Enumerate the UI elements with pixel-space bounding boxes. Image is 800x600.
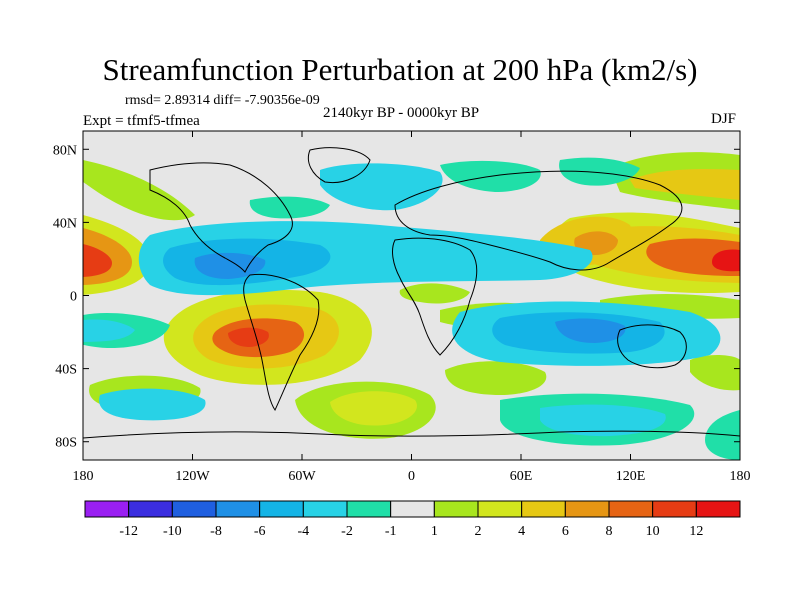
- colorbar-swatch: [433, 500, 479, 518]
- north-pacific-low: [559, 157, 640, 186]
- x-tick-label: 180: [73, 469, 94, 484]
- y-tick-label: 0: [70, 290, 77, 305]
- south-america-high-peak: [228, 327, 269, 347]
- stats-text: rmsd= 2.89314 diff= -7.90356e-09: [125, 93, 320, 108]
- x-tick-label: 180: [730, 469, 751, 484]
- period-label: 2140kyr BP - 0000kyr BP: [323, 105, 480, 121]
- colorbar-label: -12: [119, 524, 138, 539]
- colorbar-label: -8: [210, 524, 222, 539]
- x-tick-label: 60E: [510, 469, 533, 484]
- y-axis: 80N 40N 0 40S 80S: [53, 143, 740, 451]
- colorbar-label: -2: [341, 524, 353, 539]
- southern-ocean-low-core: [540, 404, 666, 437]
- colorbar-swatch: [695, 500, 741, 518]
- colorbar-swatch: [171, 500, 217, 518]
- antarctica-coast: [83, 430, 740, 439]
- north-america-coast: [149, 162, 293, 273]
- south-atlantic-high-core: [330, 391, 417, 426]
- y-tick-label: 40N: [53, 216, 77, 231]
- africa-coast: [392, 237, 478, 356]
- colorbar-swatch: [302, 500, 348, 518]
- experiment-label: Expt = tfmf5-tfmea: [83, 113, 200, 129]
- subtropical-south-band: [83, 319, 135, 342]
- atlantic-low-core: [194, 252, 266, 279]
- indian-ocean-band: [399, 283, 470, 304]
- colorbar-swatch: [390, 500, 435, 518]
- colorbar-swatch: [128, 500, 173, 518]
- colorbar-swatch: [84, 500, 130, 518]
- contour-field: [83, 131, 740, 460]
- x-tick-label: 120W: [175, 469, 210, 484]
- colorbar-label: -6: [254, 524, 266, 539]
- colorbar-swatch: [215, 500, 261, 518]
- x-axis: 180 120W 60W 0 60E 120E 180: [73, 131, 751, 484]
- australia-coast: [617, 324, 687, 369]
- north-pacific-jet: [83, 160, 195, 221]
- colorbar-swatch: [564, 500, 610, 518]
- colorbar-swatch: [521, 500, 566, 518]
- y-tick-label: 80S: [55, 436, 77, 451]
- colorbar-swatch: [608, 500, 654, 518]
- west-pacific-high-peak: [712, 249, 740, 272]
- positive-anomalies: [83, 152, 740, 439]
- x-tick-label: 60W: [288, 469, 316, 484]
- greenland-coast: [307, 147, 371, 184]
- arctic-low: [320, 163, 443, 211]
- colorbar: -12 -10 -8 -6 -4 -2 -1 1 2 4 6 8 10 12: [84, 500, 741, 539]
- colorbar-swatch: [652, 500, 697, 518]
- colorbar-label: 2: [475, 524, 482, 539]
- colorbar-label: 12: [689, 524, 703, 539]
- indian-ocean-low-peak: [555, 318, 626, 343]
- northwest-pacific-core: [630, 169, 740, 200]
- colorbar-label: 1: [431, 524, 438, 539]
- colorbar-label: 6: [562, 524, 569, 539]
- southwest-pacific-high: [690, 355, 740, 391]
- south-indian-ocean-high: [445, 361, 547, 395]
- tropical-pacific-low: [249, 196, 330, 219]
- y-tick-label: 80N: [53, 143, 77, 158]
- colorbar-label: -4: [297, 524, 309, 539]
- colorbar-swatch: [346, 500, 392, 518]
- colorbar-label: 10: [646, 524, 660, 539]
- colorbar-swatch: [477, 500, 523, 518]
- x-tick-label: 120E: [616, 469, 646, 484]
- coastlines: [83, 147, 740, 439]
- colorbar-label: -1: [385, 524, 397, 539]
- eurasia-coast: [394, 170, 683, 271]
- colorbar-label: 8: [606, 524, 613, 539]
- colorbar-label: -10: [163, 524, 182, 539]
- colorbar-label: 4: [518, 524, 525, 539]
- south-pacific-low: [99, 388, 206, 421]
- southeast-pacific-low: [705, 410, 740, 460]
- chart-title: Streamfunction Perturbation at 200 hPa (…: [102, 52, 698, 87]
- x-tick-label: 0: [408, 469, 415, 484]
- y-tick-label: 40S: [55, 363, 77, 378]
- season-label: DJF: [711, 111, 737, 127]
- south-america-coast: [243, 273, 320, 411]
- colorbar-swatch: [259, 500, 304, 518]
- north-pacific-high-peak: [83, 244, 112, 277]
